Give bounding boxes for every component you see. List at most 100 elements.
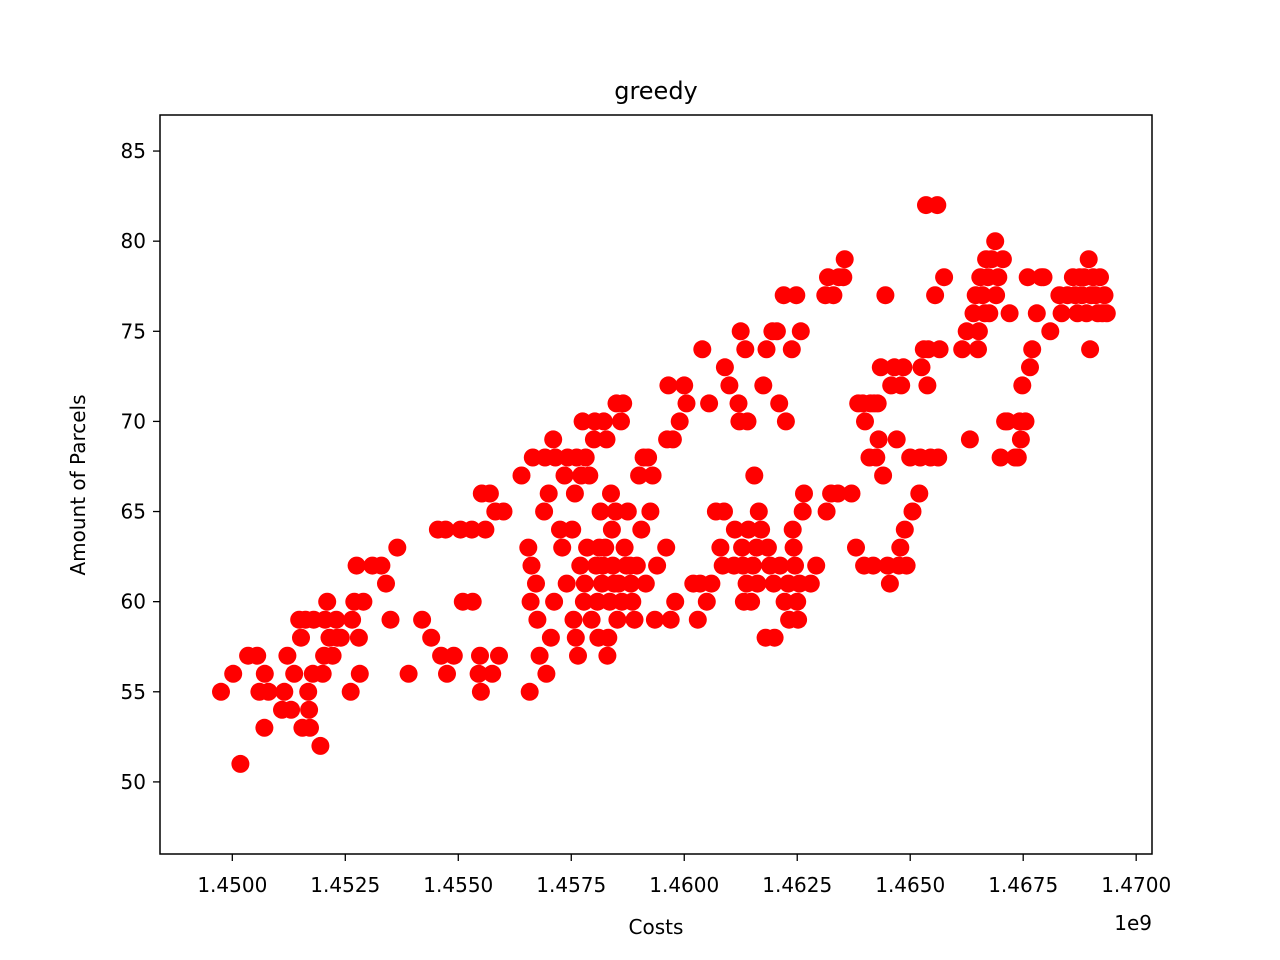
- data-point: [248, 646, 267, 665]
- data-point: [349, 628, 368, 647]
- data-point: [702, 574, 721, 593]
- data-point: [969, 340, 987, 359]
- data-point: [641, 502, 660, 521]
- data-point: [969, 322, 988, 341]
- data-point: [807, 556, 826, 575]
- data-point: [989, 268, 1008, 287]
- data-point: [413, 610, 432, 629]
- data-point: [1008, 448, 1027, 467]
- x-axis-label: Costs: [629, 915, 684, 939]
- x-axis: 1.4500 1.4525 1.4550 1.4575 1.4600 1.4625 1.46…: [197, 854, 1171, 897]
- data-point: [636, 574, 655, 593]
- data-point: [745, 466, 764, 485]
- data-point: [343, 610, 362, 629]
- data-point: [623, 592, 642, 611]
- y-tick-label: 85: [121, 139, 146, 163]
- x-tick-label: 1.4700: [1101, 873, 1171, 897]
- data-point: [584, 430, 603, 449]
- data-point: [1023, 340, 1042, 359]
- data-point: [765, 628, 784, 647]
- data-point: [527, 574, 545, 593]
- data-point: [377, 574, 395, 593]
- data-point: [801, 574, 820, 593]
- data-point: [522, 556, 541, 575]
- data-point: [476, 520, 495, 539]
- data-point: [436, 520, 455, 539]
- data-point: [347, 556, 366, 575]
- data-point: [278, 646, 297, 665]
- y-axis: 50 55 60 65 70 75 80 85: [121, 139, 160, 794]
- data-point: [632, 520, 651, 539]
- data-point: [612, 412, 630, 431]
- x-tick-label: 1.4650: [875, 873, 945, 897]
- data-point: [539, 484, 558, 503]
- data-point: [659, 376, 678, 395]
- data-point: [733, 538, 752, 557]
- data-point: [775, 592, 794, 611]
- data-point: [715, 502, 733, 521]
- data-point: [327, 610, 346, 629]
- data-point: [574, 592, 593, 611]
- data-point: [1095, 286, 1114, 305]
- data-point: [259, 682, 278, 701]
- data-point: [625, 610, 644, 629]
- data-point: [986, 232, 1005, 251]
- data-point: [483, 664, 502, 683]
- data-point: [1081, 340, 1100, 359]
- data-point: [929, 448, 948, 467]
- data-point: [764, 574, 783, 593]
- data-point: [614, 394, 633, 413]
- data-point: [354, 592, 373, 611]
- data-point: [795, 484, 813, 503]
- data-point: [575, 574, 594, 593]
- data-point: [749, 502, 768, 521]
- data-point: [463, 592, 482, 611]
- data-point: [597, 430, 616, 449]
- data-point: [891, 538, 910, 557]
- data-point: [599, 628, 618, 647]
- data-point: [869, 430, 888, 449]
- data-point: [231, 754, 250, 773]
- data-point: [388, 538, 407, 557]
- data-point: [602, 520, 621, 539]
- data-point: [471, 646, 489, 665]
- data-point: [742, 592, 761, 611]
- data-point: [758, 538, 777, 557]
- data-point: [715, 358, 734, 377]
- data-point: [212, 682, 230, 701]
- data-point: [521, 592, 540, 611]
- data-point: [874, 466, 893, 485]
- data-point: [1052, 304, 1071, 323]
- data-point: [864, 556, 883, 575]
- data-point: [627, 556, 646, 575]
- data-point: [582, 610, 601, 629]
- data-point: [576, 448, 595, 467]
- data-point: [834, 268, 853, 287]
- data-point: [743, 556, 762, 575]
- data-point: [224, 664, 243, 683]
- data-point: [675, 376, 694, 395]
- data-point: [754, 376, 773, 395]
- data-point: [512, 466, 531, 485]
- data-point: [603, 556, 622, 575]
- data-point: [462, 520, 481, 539]
- y-tick-label: 55: [121, 680, 146, 704]
- data-point: [789, 610, 808, 629]
- data-point: [991, 448, 1010, 467]
- data-point: [895, 520, 914, 539]
- data-point: [1011, 430, 1030, 449]
- data-point: [783, 520, 802, 539]
- data-point: [564, 610, 583, 629]
- data-point: [275, 682, 294, 701]
- data-point: [835, 250, 854, 269]
- data-point: [912, 358, 931, 377]
- y-tick-label: 60: [121, 590, 146, 614]
- data-point: [530, 646, 549, 665]
- x-tick-label: 1.4675: [988, 873, 1058, 897]
- data-point: [817, 502, 836, 521]
- data-point: [847, 538, 865, 557]
- data-point: [565, 484, 584, 503]
- chart-title: greedy: [614, 77, 698, 105]
- data-point: [571, 556, 590, 575]
- data-point: [471, 682, 490, 701]
